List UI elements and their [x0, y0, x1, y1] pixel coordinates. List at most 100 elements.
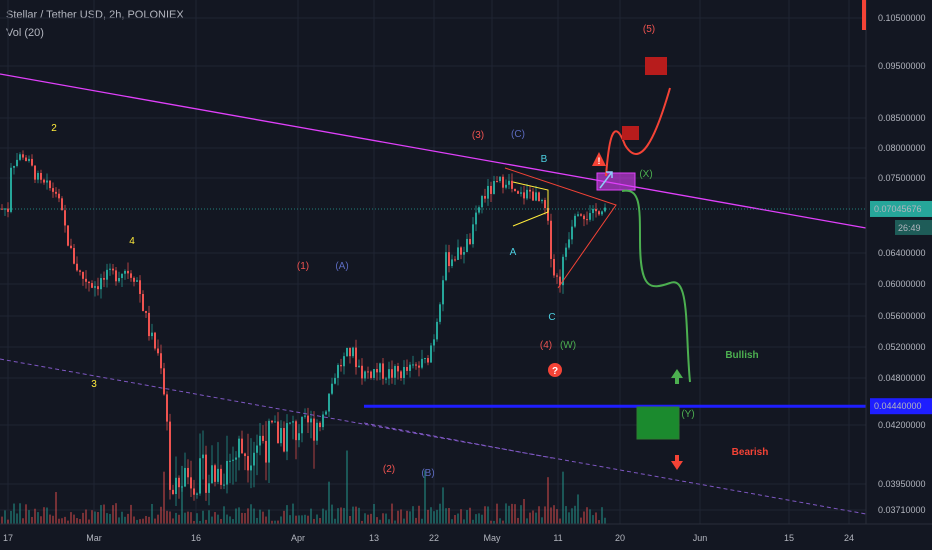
volume-bar: [262, 511, 264, 524]
candle-body: [280, 428, 282, 444]
volume-bar: [322, 508, 324, 524]
candle-body: [178, 477, 180, 488]
y-tick-label: 0.09500000: [878, 61, 926, 71]
volume-bar: [364, 513, 366, 524]
volume-bar: [55, 492, 57, 524]
volume-bar: [529, 512, 531, 524]
volume-bar: [475, 514, 477, 524]
volume-bar: [247, 508, 249, 524]
candlestick-series: [1, 150, 606, 507]
candle-body: [220, 468, 222, 485]
volume-bar: [391, 503, 393, 524]
wave-label: 3: [91, 379, 97, 390]
candle-body: [382, 363, 384, 379]
volume-bar: [409, 511, 411, 524]
volume-bar: [283, 510, 285, 524]
candle-body: [196, 493, 198, 495]
candle-body: [106, 269, 108, 280]
candle-body: [19, 154, 21, 160]
volume-bar: [376, 517, 378, 524]
volume-bar: [193, 520, 195, 524]
candle-body: [520, 192, 522, 194]
volume-bar: [307, 515, 309, 524]
volume-bar: [241, 512, 243, 524]
volume-bar: [103, 504, 105, 524]
volume-bar: [424, 470, 426, 524]
volume-bar: [373, 503, 375, 524]
candle-body: [130, 273, 132, 278]
volume-bar: [448, 507, 450, 524]
candle-body: [454, 259, 456, 261]
candle-body: [565, 247, 567, 257]
volume-bar: [478, 513, 480, 524]
candle-body: [370, 371, 372, 378]
candle-body: [601, 211, 603, 215]
question-icon: [548, 363, 562, 377]
volume-bar: [598, 520, 600, 524]
volume-bar: [439, 503, 441, 524]
volume-bar: [268, 509, 270, 524]
volume-bar: [559, 518, 561, 524]
volume-bar: [400, 509, 402, 524]
y-tick-label: 0.10500000: [878, 13, 926, 23]
candle-body: [310, 418, 312, 423]
candle-body: [439, 304, 441, 322]
candle-body: [316, 422, 318, 441]
volume-bar: [526, 518, 528, 524]
time-axis-background: [0, 524, 932, 550]
volume-bar: [133, 516, 135, 524]
volume-bar: [484, 506, 486, 524]
volume-bar: [37, 512, 39, 524]
candle-body: [121, 273, 123, 279]
volume-bar: [418, 505, 420, 524]
candle-body: [349, 347, 351, 357]
candle-body: [226, 460, 228, 485]
volume-bar: [433, 511, 435, 524]
volume-bar: [583, 511, 585, 524]
lower-dashed-trendline: [0, 358, 867, 515]
target-box-small: [622, 126, 639, 140]
candle-body: [505, 184, 507, 188]
volume-bar: [211, 516, 213, 524]
wave-label: (2): [383, 464, 395, 475]
x-tick-label: 13: [369, 533, 379, 543]
volume-bar: [331, 504, 333, 524]
candle-body: [145, 311, 147, 313]
candle-body: [379, 363, 381, 373]
volume-bar: [349, 515, 351, 524]
candle-body: [433, 339, 435, 346]
volume-bar: [328, 481, 330, 524]
candle-body: [409, 364, 411, 371]
candle-body: [91, 283, 93, 288]
candle-body: [214, 465, 216, 482]
volume-bar: [226, 514, 228, 524]
volume-bar: [403, 518, 405, 524]
candle-body: [517, 191, 519, 194]
wave-label: 2: [51, 123, 57, 134]
volume-bar: [535, 512, 537, 524]
candle-body: [463, 252, 465, 255]
candle-body: [598, 211, 600, 215]
wave-label: (X): [639, 169, 652, 180]
candle-body: [442, 280, 444, 305]
candle-body: [406, 366, 408, 371]
candle-body: [394, 366, 396, 378]
candle-body: [265, 440, 267, 463]
candle-body: [547, 208, 549, 221]
candle-body: [484, 195, 486, 199]
volume-bar: [118, 517, 120, 524]
candle-body: [232, 459, 234, 461]
bearish-arrow-icon: [671, 455, 683, 470]
candle-body: [451, 259, 453, 267]
volume-bar: [46, 507, 48, 524]
candle-body: [496, 181, 498, 183]
candle-body: [553, 258, 555, 276]
volume-bar: [550, 507, 552, 524]
candle-body: [361, 365, 363, 379]
candle-body: [529, 189, 531, 192]
wave-label: (3): [472, 130, 484, 141]
candle-body: [526, 189, 528, 199]
y-tick-label: 0.05600000: [878, 311, 926, 321]
volume-bar: [325, 510, 327, 524]
